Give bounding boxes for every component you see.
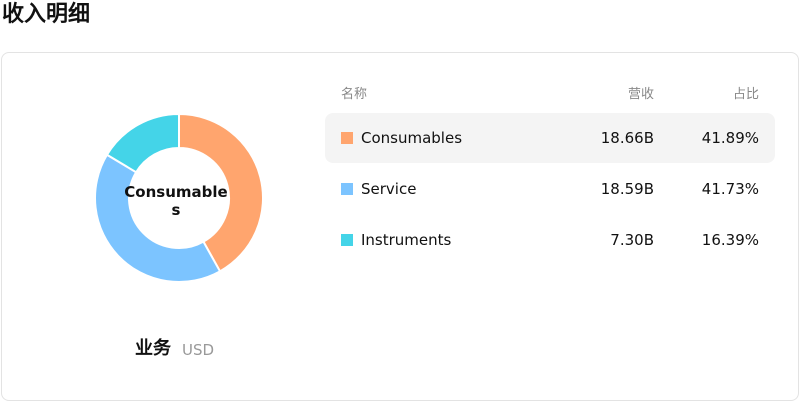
share: 16.39% — [701, 231, 759, 249]
center-label: Consumables — [124, 183, 228, 219]
legend-swatch — [341, 132, 353, 144]
donut-slice[interactable] — [93, 153, 222, 283]
category-name: Instruments — [361, 231, 452, 249]
donut-slice[interactable] — [178, 112, 264, 273]
card — [1, 52, 799, 401]
revenue: 18.59B — [600, 180, 654, 198]
column-header: 占比 — [732, 87, 759, 102]
caption: 业务 — [135, 338, 171, 359]
category-name: Consumables — [361, 129, 463, 147]
legend-swatch — [341, 234, 353, 246]
donut-chart — [93, 112, 264, 283]
unit: USD — [182, 341, 215, 359]
column-header: 营收 — [627, 87, 654, 102]
donut-slice[interactable] — [105, 112, 180, 174]
share: 41.73% — [701, 180, 759, 198]
share: 41.89% — [701, 129, 759, 147]
column-header: 名称 — [341, 87, 368, 102]
revenue: 18.66B — [600, 129, 654, 147]
revenue: 7.30B — [610, 231, 654, 249]
legend-swatch — [341, 183, 353, 195]
page-title: 收入明细 — [2, 2, 91, 27]
category-name: Service — [361, 180, 417, 198]
table-row[interactable] — [325, 113, 775, 163]
